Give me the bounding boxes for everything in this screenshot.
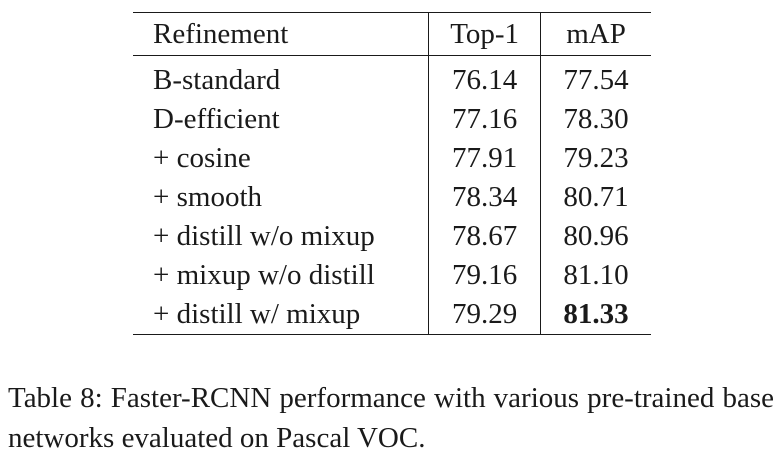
cell-top1: 79.29 [428,295,542,335]
table-row: + smooth 78.34 80.71 [133,178,651,217]
cell-map: 77.54 [563,63,629,96]
table-row: + mixup w/o distill 79.16 81.10 [133,256,651,295]
table-row: + distill w/o mixup 78.67 80.96 [133,217,651,256]
cell-top1: 76.14 [428,55,542,100]
table-header-row: Refinement Top-1 mAP [133,12,651,56]
results-table: Refinement Top-1 mAP B-standard 76.14 77… [133,12,651,335]
cell-top1: 79.16 [428,256,542,295]
cell-top1: 77.16 [428,100,542,139]
cell-refinement: D-efficient [133,100,430,139]
table-row: + distill w/ mixup 79.29 81.33 [133,295,651,335]
cell-map: 78.30 [563,103,629,135]
cell-refinement: + distill w/o mixup [133,217,430,256]
cell-refinement: + smooth [133,178,430,217]
cell-top1: 78.34 [428,178,542,217]
cell-top1: 77.91 [428,139,542,178]
caption-text: Faster-RCNN performance with various pre… [8,382,774,454]
cell-map: 80.96 [563,220,629,252]
table-caption: Table 8: Faster-RCNN performance with va… [8,378,774,458]
cell-map: 80.71 [563,181,629,213]
cell-refinement: + distill w/ mixup [133,295,430,335]
table-row: + cosine 77.91 79.23 [133,139,651,178]
results-table-container: Refinement Top-1 mAP B-standard 76.14 77… [133,12,651,335]
cell-refinement: B-standard [133,55,430,100]
caption-label: Table 8: [8,382,103,414]
cell-map: 79.23 [563,142,629,174]
table-row: B-standard 76.14 77.54 [133,55,651,100]
table-row: D-efficient 77.16 78.30 [133,100,651,139]
cell-map-best: 81.33 [563,298,629,330]
header-top1: Top-1 [428,12,542,56]
cell-refinement: + mixup w/o distill [133,256,430,295]
header-map: mAP [566,17,626,50]
cell-map: 81.10 [563,259,629,291]
header-refinement: Refinement [133,12,430,56]
cell-top1: 78.67 [428,217,542,256]
cell-refinement: + cosine [133,139,430,178]
